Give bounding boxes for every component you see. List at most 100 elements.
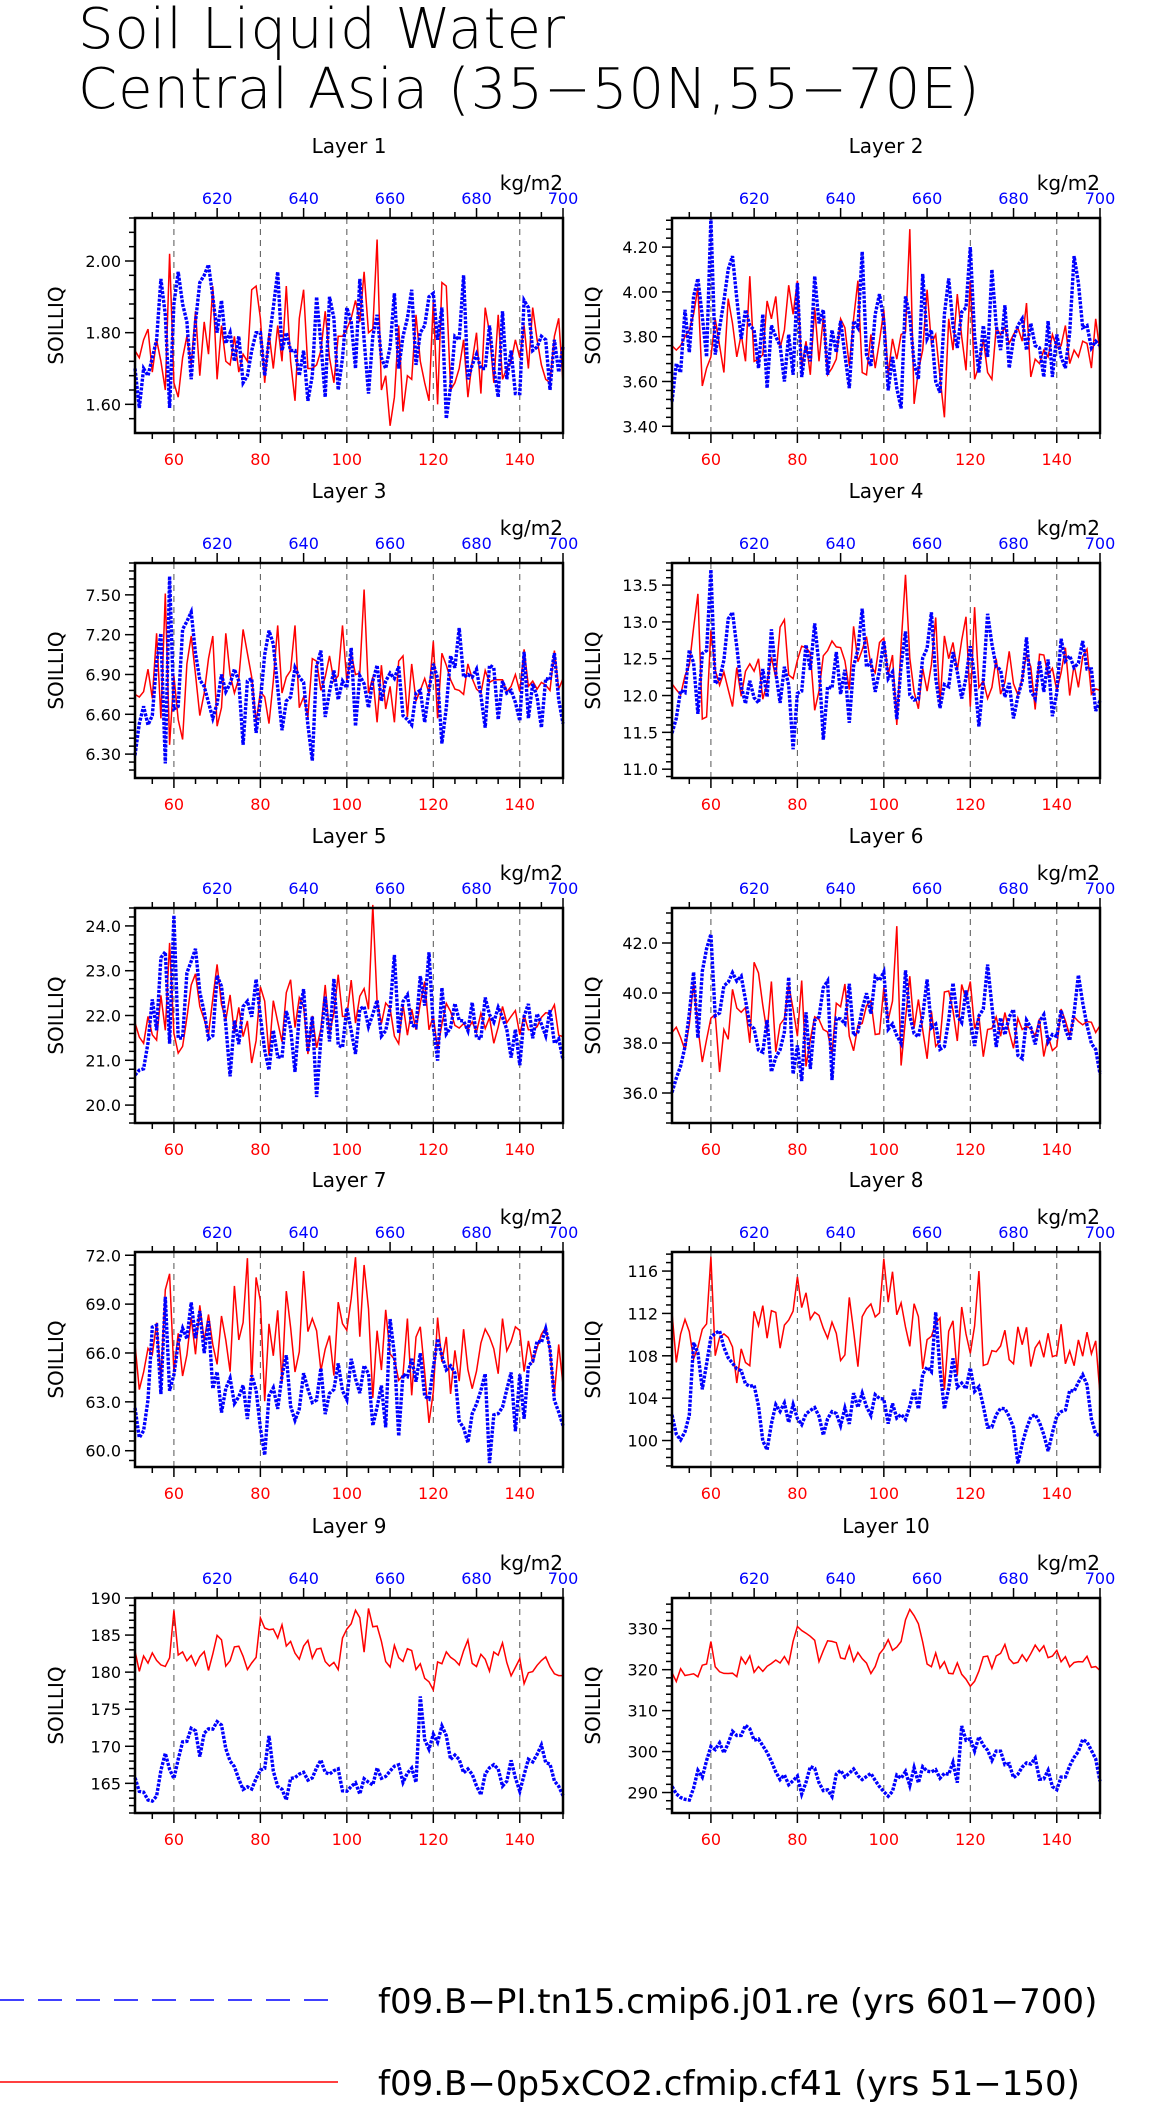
y-tick-label: 6.30 — [85, 745, 121, 764]
chart-title: Layer 2 — [849, 134, 924, 158]
x-tick-label-bottom: 80 — [787, 450, 807, 469]
y-tick-label: 72.0 — [85, 1246, 121, 1265]
x-tick-label-bottom: 100 — [332, 1140, 363, 1159]
x-tick-label-top: 700 — [1085, 189, 1116, 208]
y-tick-label: 190 — [90, 1589, 121, 1608]
x-tick-label-top: 620 — [202, 879, 233, 898]
chart-panel-4: Layer 4 kg/m2 60 80 100 120 140 620 640 660 680 700… — [581, 479, 1115, 814]
plot-frame — [133, 561, 565, 780]
x-tick-label-top: 640 — [825, 1569, 856, 1588]
x-tick-label-bottom: 100 — [332, 1830, 363, 1849]
plot-frame — [133, 216, 565, 435]
chart-title: Layer 10 — [842, 1514, 930, 1538]
y-tick-label: 60.0 — [85, 1442, 121, 1461]
y-tick-label: 100 — [627, 1432, 658, 1451]
y-tick-label: 7.50 — [85, 586, 121, 605]
x-tick-label-top: 620 — [739, 1569, 770, 1588]
series-blue-line — [670, 933, 1102, 1093]
series-red-line — [134, 1257, 564, 1424]
x-tick-label-top: 700 — [548, 534, 579, 553]
y-tick-label: 38.0 — [622, 1034, 658, 1053]
x-tick-label-top: 660 — [912, 1223, 943, 1242]
x-tick-label-top: 700 — [1085, 534, 1116, 553]
x-tick-label-top: 640 — [288, 189, 319, 208]
x-tick-label-bottom: 60 — [701, 1484, 721, 1503]
y-axis-label: SOILLIQ — [44, 1320, 68, 1398]
y-axis-label: SOILLIQ — [581, 631, 605, 709]
x-tick-label-top: 660 — [912, 534, 943, 553]
x-tick-label-top: 680 — [461, 1569, 492, 1588]
y-tick-label: 36.0 — [622, 1084, 658, 1103]
x-tick-label-top: 660 — [912, 1569, 943, 1588]
y-tick-label: 2.00 — [85, 252, 121, 271]
x-tick-label-bottom: 120 — [418, 1484, 449, 1503]
x-tick-label-bottom: 60 — [164, 1484, 184, 1503]
y-axis-label: SOILLIQ — [44, 1666, 68, 1744]
chart-panel-5: Layer 5 kg/m2 60 80 100 120 140 620 640 660 680 700… — [44, 824, 578, 1159]
plot-frame — [670, 906, 1102, 1125]
x-tick-label-top: 680 — [998, 189, 1029, 208]
x-tick-label-bottom: 120 — [418, 1140, 449, 1159]
units-label: kg/m2 — [1037, 516, 1100, 540]
series-blue-line — [133, 257, 565, 419]
x-tick-label-bottom: 100 — [869, 1140, 900, 1159]
x-tick-label-top: 700 — [548, 1223, 579, 1242]
y-tick-label: 1.60 — [85, 395, 121, 414]
units-label: kg/m2 — [1037, 1551, 1100, 1575]
x-tick-label-bottom: 100 — [869, 795, 900, 814]
y-tick-label: 4.00 — [622, 283, 658, 302]
x-tick-label-top: 700 — [1085, 1569, 1116, 1588]
units-label: kg/m2 — [500, 1551, 563, 1575]
units-label: kg/m2 — [500, 861, 563, 885]
series-red-line — [671, 229, 1101, 418]
title-block: Soil Liquid Water Central Asia (35−50N,5… — [78, 0, 981, 120]
x-tick-label-top: 640 — [288, 1223, 319, 1242]
x-tick-label-bottom: 140 — [1041, 1140, 1072, 1159]
x-tick-label-bottom: 60 — [164, 795, 184, 814]
title-line-1: Soil Liquid Water — [78, 0, 566, 62]
y-tick-label: 63.0 — [85, 1393, 121, 1412]
y-tick-label: 24.0 — [85, 917, 121, 936]
x-tick-label-bottom: 80 — [787, 1484, 807, 1503]
y-tick-label: 180 — [90, 1663, 121, 1682]
y-tick-label: 3.60 — [622, 372, 658, 391]
x-tick-label-top: 700 — [548, 1569, 579, 1588]
y-tick-label: 6.90 — [85, 665, 121, 684]
x-tick-label-top: 640 — [825, 534, 856, 553]
plot-frame — [133, 906, 565, 1125]
x-tick-label-top: 680 — [461, 879, 492, 898]
x-tick-label-bottom: 80 — [787, 1830, 807, 1849]
units-label: kg/m2 — [1037, 171, 1100, 195]
x-tick-label-bottom: 60 — [701, 795, 721, 814]
y-tick-label: 12.5 — [622, 650, 658, 669]
x-tick-label-bottom: 120 — [418, 450, 449, 469]
x-tick-label-bottom: 120 — [955, 450, 986, 469]
x-tick-label-bottom: 60 — [701, 1830, 721, 1849]
x-tick-label-bottom: 140 — [1041, 450, 1072, 469]
x-tick-label-top: 660 — [375, 534, 406, 553]
y-tick-label: 20.0 — [85, 1096, 121, 1115]
units-label: kg/m2 — [1037, 1205, 1100, 1229]
series-blue-line — [670, 569, 1102, 750]
series-red-line — [134, 239, 564, 426]
x-tick-label-top: 700 — [1085, 1223, 1116, 1242]
x-tick-label-top: 640 — [288, 1569, 319, 1588]
x-tick-label-bottom: 60 — [164, 1140, 184, 1159]
x-tick-label-bottom: 100 — [332, 450, 363, 469]
y-tick-label: 104 — [627, 1389, 658, 1408]
units-label: kg/m2 — [1037, 861, 1100, 885]
y-tick-label: 11.0 — [622, 760, 658, 779]
x-tick-label-bottom: 60 — [164, 450, 184, 469]
y-tick-label: 112 — [627, 1304, 658, 1323]
x-tick-label-top: 660 — [375, 879, 406, 898]
x-tick-label-bottom: 120 — [955, 1484, 986, 1503]
chart-panel-7: Layer 7 kg/m2 60 80 100 120 140 620 640 660 680 700… — [44, 1168, 578, 1503]
y-tick-label: 23.0 — [85, 962, 121, 981]
title-line-2: Central Asia (35−50N,55−70E) — [78, 57, 981, 122]
x-tick-label-top: 620 — [739, 534, 770, 553]
x-tick-label-bottom: 80 — [250, 1484, 270, 1503]
y-tick-label: 66.0 — [85, 1344, 121, 1363]
units-label: kg/m2 — [500, 171, 563, 195]
x-tick-label-top: 660 — [912, 189, 943, 208]
y-axis-label: SOILLIQ — [581, 1666, 605, 1744]
